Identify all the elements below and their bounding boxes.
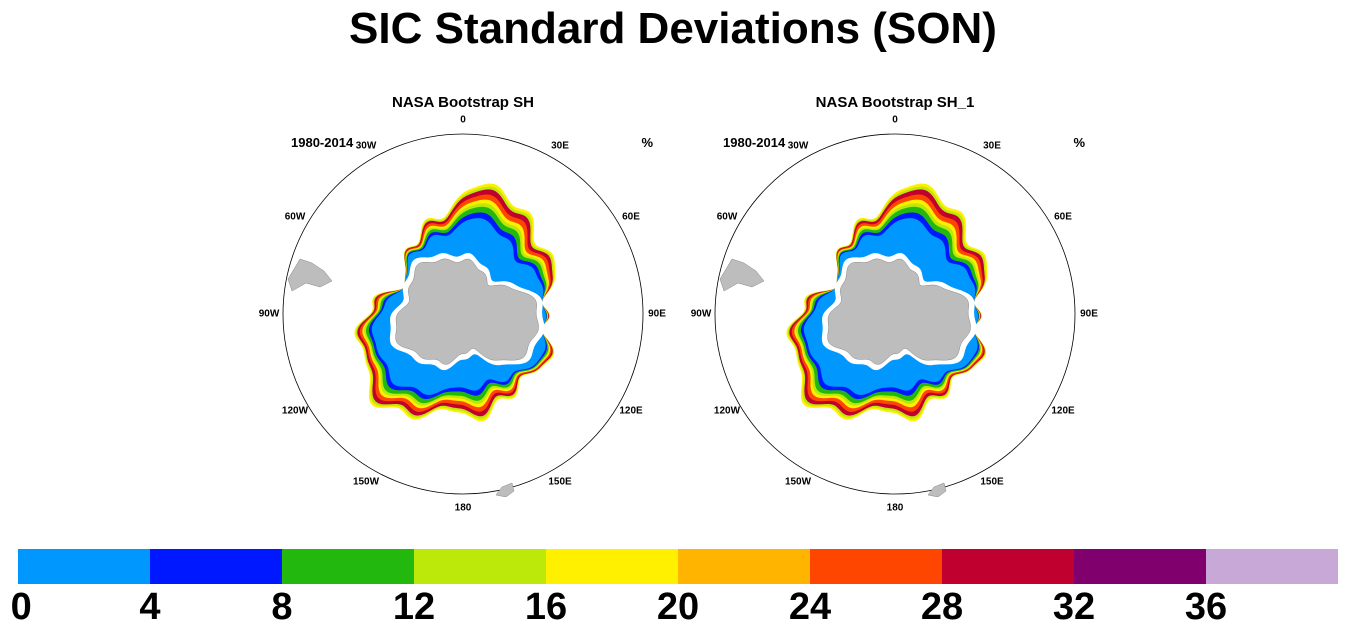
colorbar-box [1074, 549, 1206, 584]
colorbar-tick-label: 0 [10, 586, 32, 628]
colorbar-box [1206, 549, 1338, 584]
south-america-tip [719, 258, 765, 292]
longitude-label: 150E [548, 476, 572, 488]
longitude-label: 90E [1080, 308, 1098, 320]
new-zealand-island [927, 482, 947, 497]
polar-stereographic-map [282, 133, 644, 497]
colorbar-tick-label: 16 [524, 586, 568, 628]
period-label: 1980-2014 [291, 135, 354, 150]
map-panel-bootstrap-sh: NASA Bootstrap SH 1980-2014 % 0 30E 60E 90E… [243, 92, 683, 532]
longitude-label: 30W [355, 140, 377, 152]
longitude-label: 30E [983, 140, 1001, 152]
colorbar-tick-label: 32 [1052, 586, 1096, 628]
colorbar-tick-label: 20 [656, 586, 700, 628]
longitude-label: 120W [281, 405, 309, 417]
colorbar-box [150, 549, 282, 584]
antarctica-landmass [827, 258, 971, 365]
unit-label: % [1073, 135, 1085, 150]
longitude-label: 120W [713, 405, 741, 417]
colorbar-box [282, 549, 414, 584]
longitude-label: 150W [352, 476, 380, 488]
colorbar-tick-label: 24 [788, 586, 832, 628]
colorbar-box [942, 549, 1074, 584]
longitude-label: 180 [886, 502, 904, 514]
longitude-label: 90W [690, 308, 712, 320]
map-panel-bootstrap-sh-1: NASA Bootstrap SH_1 1980-2014 % 0 30E 60E 9… [675, 92, 1115, 532]
new-zealand-island [495, 482, 515, 497]
longitude-label: 60W [716, 211, 738, 223]
colorbar-box [678, 549, 810, 584]
colorbar-labels: 0 4 8 12 16 20 24 28 32 36 [0, 586, 1346, 630]
colorbar-tick-label: 28 [920, 586, 964, 628]
longitude-label: 30E [551, 140, 569, 152]
panel-title: NASA Bootstrap SH [392, 94, 534, 111]
panel-title: NASA Bootstrap SH_1 [815, 94, 975, 111]
longitude-label: 60W [284, 211, 306, 223]
antarctica-landmass [395, 258, 539, 365]
longitude-label: 150E [980, 476, 1004, 488]
longitude-label: 60E [622, 211, 640, 223]
longitude-label: 150W [784, 476, 812, 488]
colorbar-box [810, 549, 942, 584]
longitude-label: 120E [1051, 405, 1075, 417]
colorbar-tick-label: 8 [271, 586, 293, 628]
colorbar [18, 549, 1338, 584]
south-america-tip [287, 258, 333, 292]
longitude-label: 180 [454, 502, 472, 514]
colorbar-box [546, 549, 678, 584]
colorbar-box [18, 549, 150, 584]
colorbar-tick-label: 36 [1184, 586, 1228, 628]
colorbar-box [414, 549, 546, 584]
longitude-label: 90W [258, 308, 280, 320]
longitude-label: 30W [787, 140, 809, 152]
colorbar-tick-label: 4 [139, 586, 161, 628]
longitude-label: 90E [648, 308, 666, 320]
period-label: 1980-2014 [723, 135, 786, 150]
unit-label: % [641, 135, 653, 150]
longitude-label: 0 [460, 114, 466, 126]
polar-stereographic-map [714, 133, 1076, 497]
main-title: SIC Standard Deviations (SON) [349, 4, 997, 53]
longitude-label: 60E [1054, 211, 1072, 223]
longitude-label: 0 [892, 114, 898, 126]
longitude-label: 120E [619, 405, 643, 417]
colorbar-tick-label: 12 [392, 586, 436, 628]
